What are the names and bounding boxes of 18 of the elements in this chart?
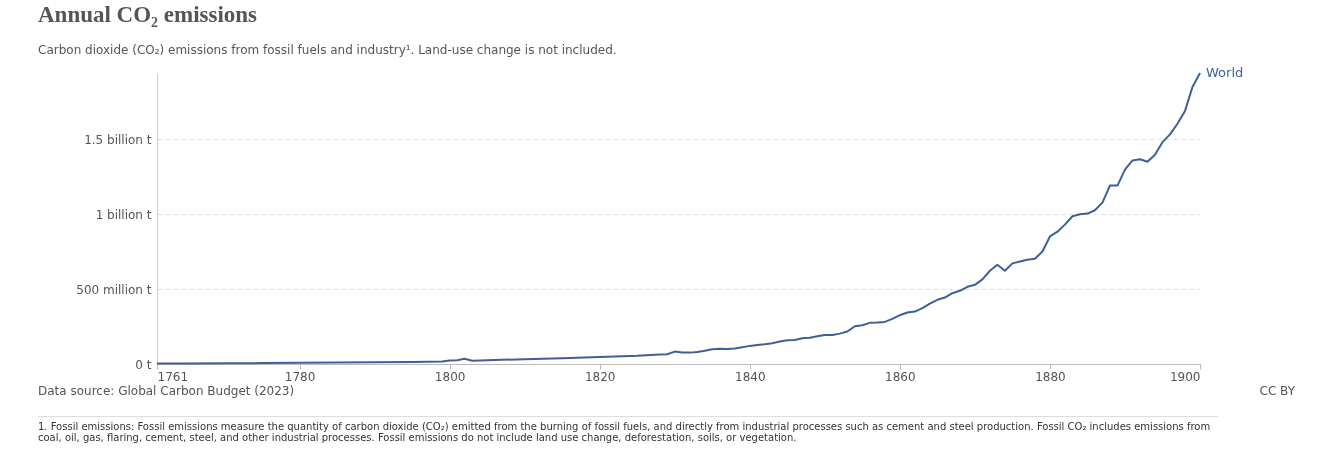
text: CC BY [1259,384,1295,398]
x-tick-label: 1820 [584,369,616,384]
source-note: Data source: Global Carbon Budget (2023) [38,384,295,398]
x-tick-label: 1761 [157,369,189,384]
x-tick-label: 1780 [284,369,316,384]
chart-subtitle: Carbon dioxide (CO₂) emissions from fossil fuels and industry¹. Land-use change is not included. [38,43,617,57]
chart-title: Annual CO₂ emissions [38,2,258,28]
y-tick-label: 500 million t [76,282,152,297]
y-tick-label: 0 t [135,357,152,372]
x-tick-label: 1880 [1035,369,1066,384]
x-tick-label: 1900 [1169,369,1201,384]
x-tick-label: 1840 [735,369,766,384]
y-tick-label: 1.5 billion t [84,132,152,147]
y-tick-label: 1 billion t [95,207,152,222]
x-tick-label: 1800 [434,369,466,384]
text: 1. Fossil emissions: Fossil emissions measure the quantity of carbon dioxide (CO₂) emitted from the burning of fossil fuels, and directly from industrial processes such as cement and steel production. Fossil CO₂ includes emissions from coal, oil, gas, flaring, cement, steel, and other industrial processes. Fossil emissions do not include land use change, deforestation, soils, or vegetation. [38,416,1218,443]
x-tick-label: 1860 [885,369,916,384]
series-label: World [1206,65,1244,80]
